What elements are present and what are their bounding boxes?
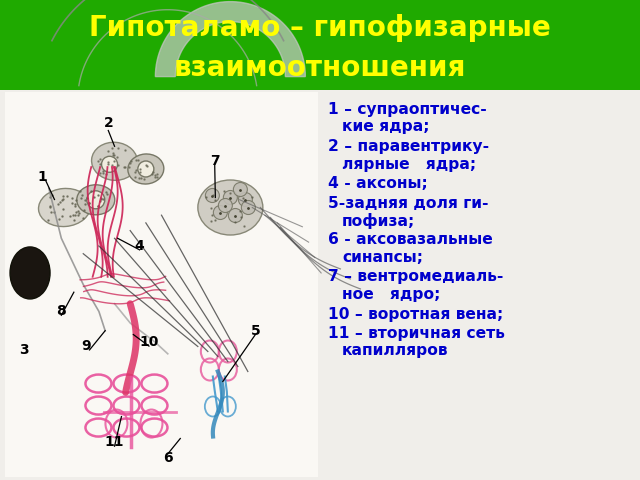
Circle shape — [228, 208, 243, 223]
Text: 5-задняя доля ги-: 5-задняя доля ги- — [328, 195, 488, 211]
Text: 6: 6 — [163, 451, 173, 465]
Circle shape — [241, 201, 255, 215]
Text: 10: 10 — [140, 335, 159, 349]
Text: 4: 4 — [134, 239, 145, 253]
Ellipse shape — [198, 180, 263, 235]
Text: 8: 8 — [56, 304, 66, 318]
Circle shape — [102, 156, 118, 172]
Circle shape — [213, 205, 227, 219]
Ellipse shape — [10, 247, 50, 299]
Text: 11: 11 — [105, 435, 124, 449]
Text: 3: 3 — [19, 343, 29, 357]
Circle shape — [218, 199, 232, 213]
Text: 7: 7 — [210, 154, 220, 168]
Text: 11 – вторичная сеть: 11 – вторичная сеть — [328, 326, 505, 341]
Text: 1: 1 — [38, 170, 47, 184]
Polygon shape — [156, 1, 305, 77]
Ellipse shape — [38, 189, 90, 227]
Circle shape — [205, 189, 220, 203]
Ellipse shape — [77, 185, 115, 215]
Text: 1 – супраоптичес-: 1 – супраоптичес- — [328, 102, 487, 117]
Text: кие ядра;: кие ядра; — [342, 120, 429, 134]
Text: взаимоотношения: взаимоотношения — [174, 54, 466, 82]
Circle shape — [234, 182, 247, 196]
Circle shape — [87, 191, 105, 209]
Text: капилляров: капилляров — [342, 344, 449, 359]
Text: пофиза;: пофиза; — [342, 213, 415, 229]
Bar — [0, 90, 640, 480]
Text: лярные   ядра;: лярные ядра; — [342, 156, 476, 171]
Text: 2: 2 — [104, 116, 113, 130]
Text: 9: 9 — [81, 339, 91, 353]
Text: 7 – вентромедиаль-: 7 – вентромедиаль- — [328, 269, 504, 285]
Text: 4 - аксоны;: 4 - аксоны; — [328, 176, 428, 191]
Circle shape — [223, 191, 237, 204]
Text: 5: 5 — [250, 324, 260, 338]
Bar — [0, 0, 640, 90]
Ellipse shape — [128, 154, 164, 184]
Text: ное   ядро;: ное ядро; — [342, 287, 440, 302]
Bar — [5, 92, 318, 477]
Text: 6 - аксовазальные: 6 - аксовазальные — [328, 232, 493, 248]
Text: 2 – паравентрику-: 2 – паравентрику- — [328, 139, 489, 154]
Circle shape — [138, 161, 154, 177]
Text: 10 – воротная вена;: 10 – воротная вена; — [328, 307, 503, 322]
Circle shape — [238, 192, 252, 206]
Text: синапсы;: синапсы; — [342, 250, 423, 265]
Ellipse shape — [92, 142, 138, 180]
Text: Гипоталамо – гипофизарные: Гипоталамо – гипофизарные — [89, 14, 551, 42]
